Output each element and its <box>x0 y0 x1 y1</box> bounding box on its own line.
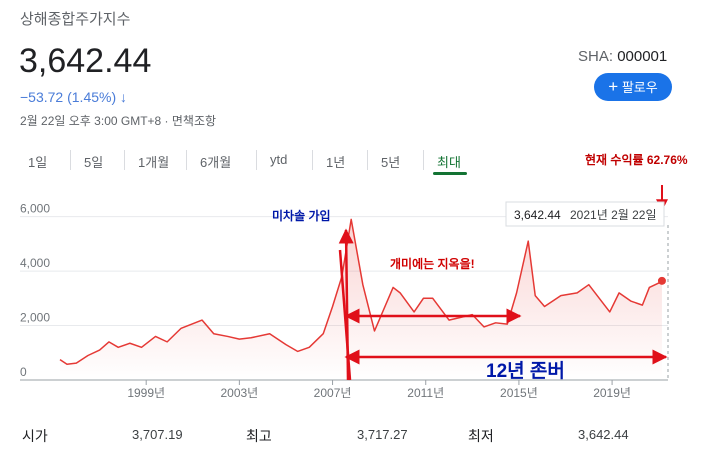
range-tab[interactable]: 최대 <box>437 155 461 170</box>
timestamp: 2월 22일 오후 3:00 GMT+8 <box>20 114 162 128</box>
stat-label: 최저 <box>468 428 494 444</box>
x-tick-label: 2015년 <box>500 386 538 400</box>
annotation-return: 현재 수익률 62.76% <box>585 152 688 167</box>
tab-divider <box>186 150 187 170</box>
range-tab[interactable]: 1개월 <box>138 155 170 170</box>
stat-value: 3,717.27 <box>357 427 408 442</box>
x-tick-label: 2003년 <box>220 386 258 400</box>
range-tab[interactable]: 6개월 <box>200 155 232 170</box>
y-tick-label: 2,000 <box>20 311 50 325</box>
stat-value: 3,707.19 <box>132 427 183 442</box>
plus-icon: + <box>608 77 619 96</box>
ticker: 000001 <box>617 48 668 65</box>
tab-underline <box>433 172 467 175</box>
plot <box>59 218 666 380</box>
x-tick-label: 2011년 <box>407 386 444 400</box>
last-point <box>657 276 666 285</box>
exchange: SHA: <box>578 48 614 65</box>
annotation-hell: 개미에는 지옥을! <box>390 256 475 271</box>
range-tab[interactable]: 1일 <box>28 155 48 170</box>
down-arrow: ↓ <box>120 89 128 105</box>
tooltip-box <box>505 201 665 227</box>
tab-divider <box>124 150 125 170</box>
follow-button[interactable]: + 팔로우 <box>594 73 672 101</box>
stat-value: 3,642.44 <box>578 427 629 442</box>
range-tab[interactable]: 1년 <box>326 155 346 170</box>
x-tick-label: 2007년 <box>314 386 352 400</box>
tab-divider <box>312 150 313 170</box>
annotation-hold: 12년 존버 <box>486 360 565 382</box>
index-name: 상해종합주가지수 <box>20 11 131 28</box>
stat-label: 최고 <box>246 428 272 444</box>
range-tab[interactable]: 5년 <box>381 155 401 170</box>
tooltip-date: 2021년 2월 22일 <box>570 208 657 222</box>
tab-divider <box>256 150 257 170</box>
range-tab[interactable]: 5일 <box>84 155 104 170</box>
y-tick-label: 6,000 <box>20 202 50 216</box>
y-tick-label: 0 <box>20 365 27 379</box>
y-tick-label: 4,000 <box>20 256 50 270</box>
tab-divider <box>70 150 71 170</box>
area <box>60 219 662 380</box>
ticker-line: SHA: 000001 <box>578 48 667 65</box>
line <box>59 218 663 365</box>
x-tick-label: 2019년 <box>593 386 631 400</box>
price: 3,642.44 <box>19 42 152 80</box>
follow-label: 팔로우 <box>621 80 658 95</box>
stat-label: 시가 <box>22 428 48 444</box>
chart: 0 2,000 4,000 6,000 1999년 2003년 2007년 2011년 2015… <box>20 152 688 400</box>
change: −53.72 (1.45%) ↓ <box>20 89 127 105</box>
x-tick-label: 1999년 <box>127 386 165 400</box>
change-text: −53.72 (1.45%) <box>20 89 117 105</box>
timestamp-line: 2월 22일 오후 3:00 GMT+8 · 면책조항 <box>20 114 217 128</box>
disclaimer[interactable]: 면책조항 <box>171 114 217 128</box>
annotation-join: 미차솔 가입 <box>272 208 331 223</box>
tooltip-value: 3,642.44 <box>514 208 561 222</box>
tab-divider <box>367 150 368 170</box>
tab-divider <box>423 150 424 170</box>
range-tab[interactable]: ytd <box>270 152 288 167</box>
